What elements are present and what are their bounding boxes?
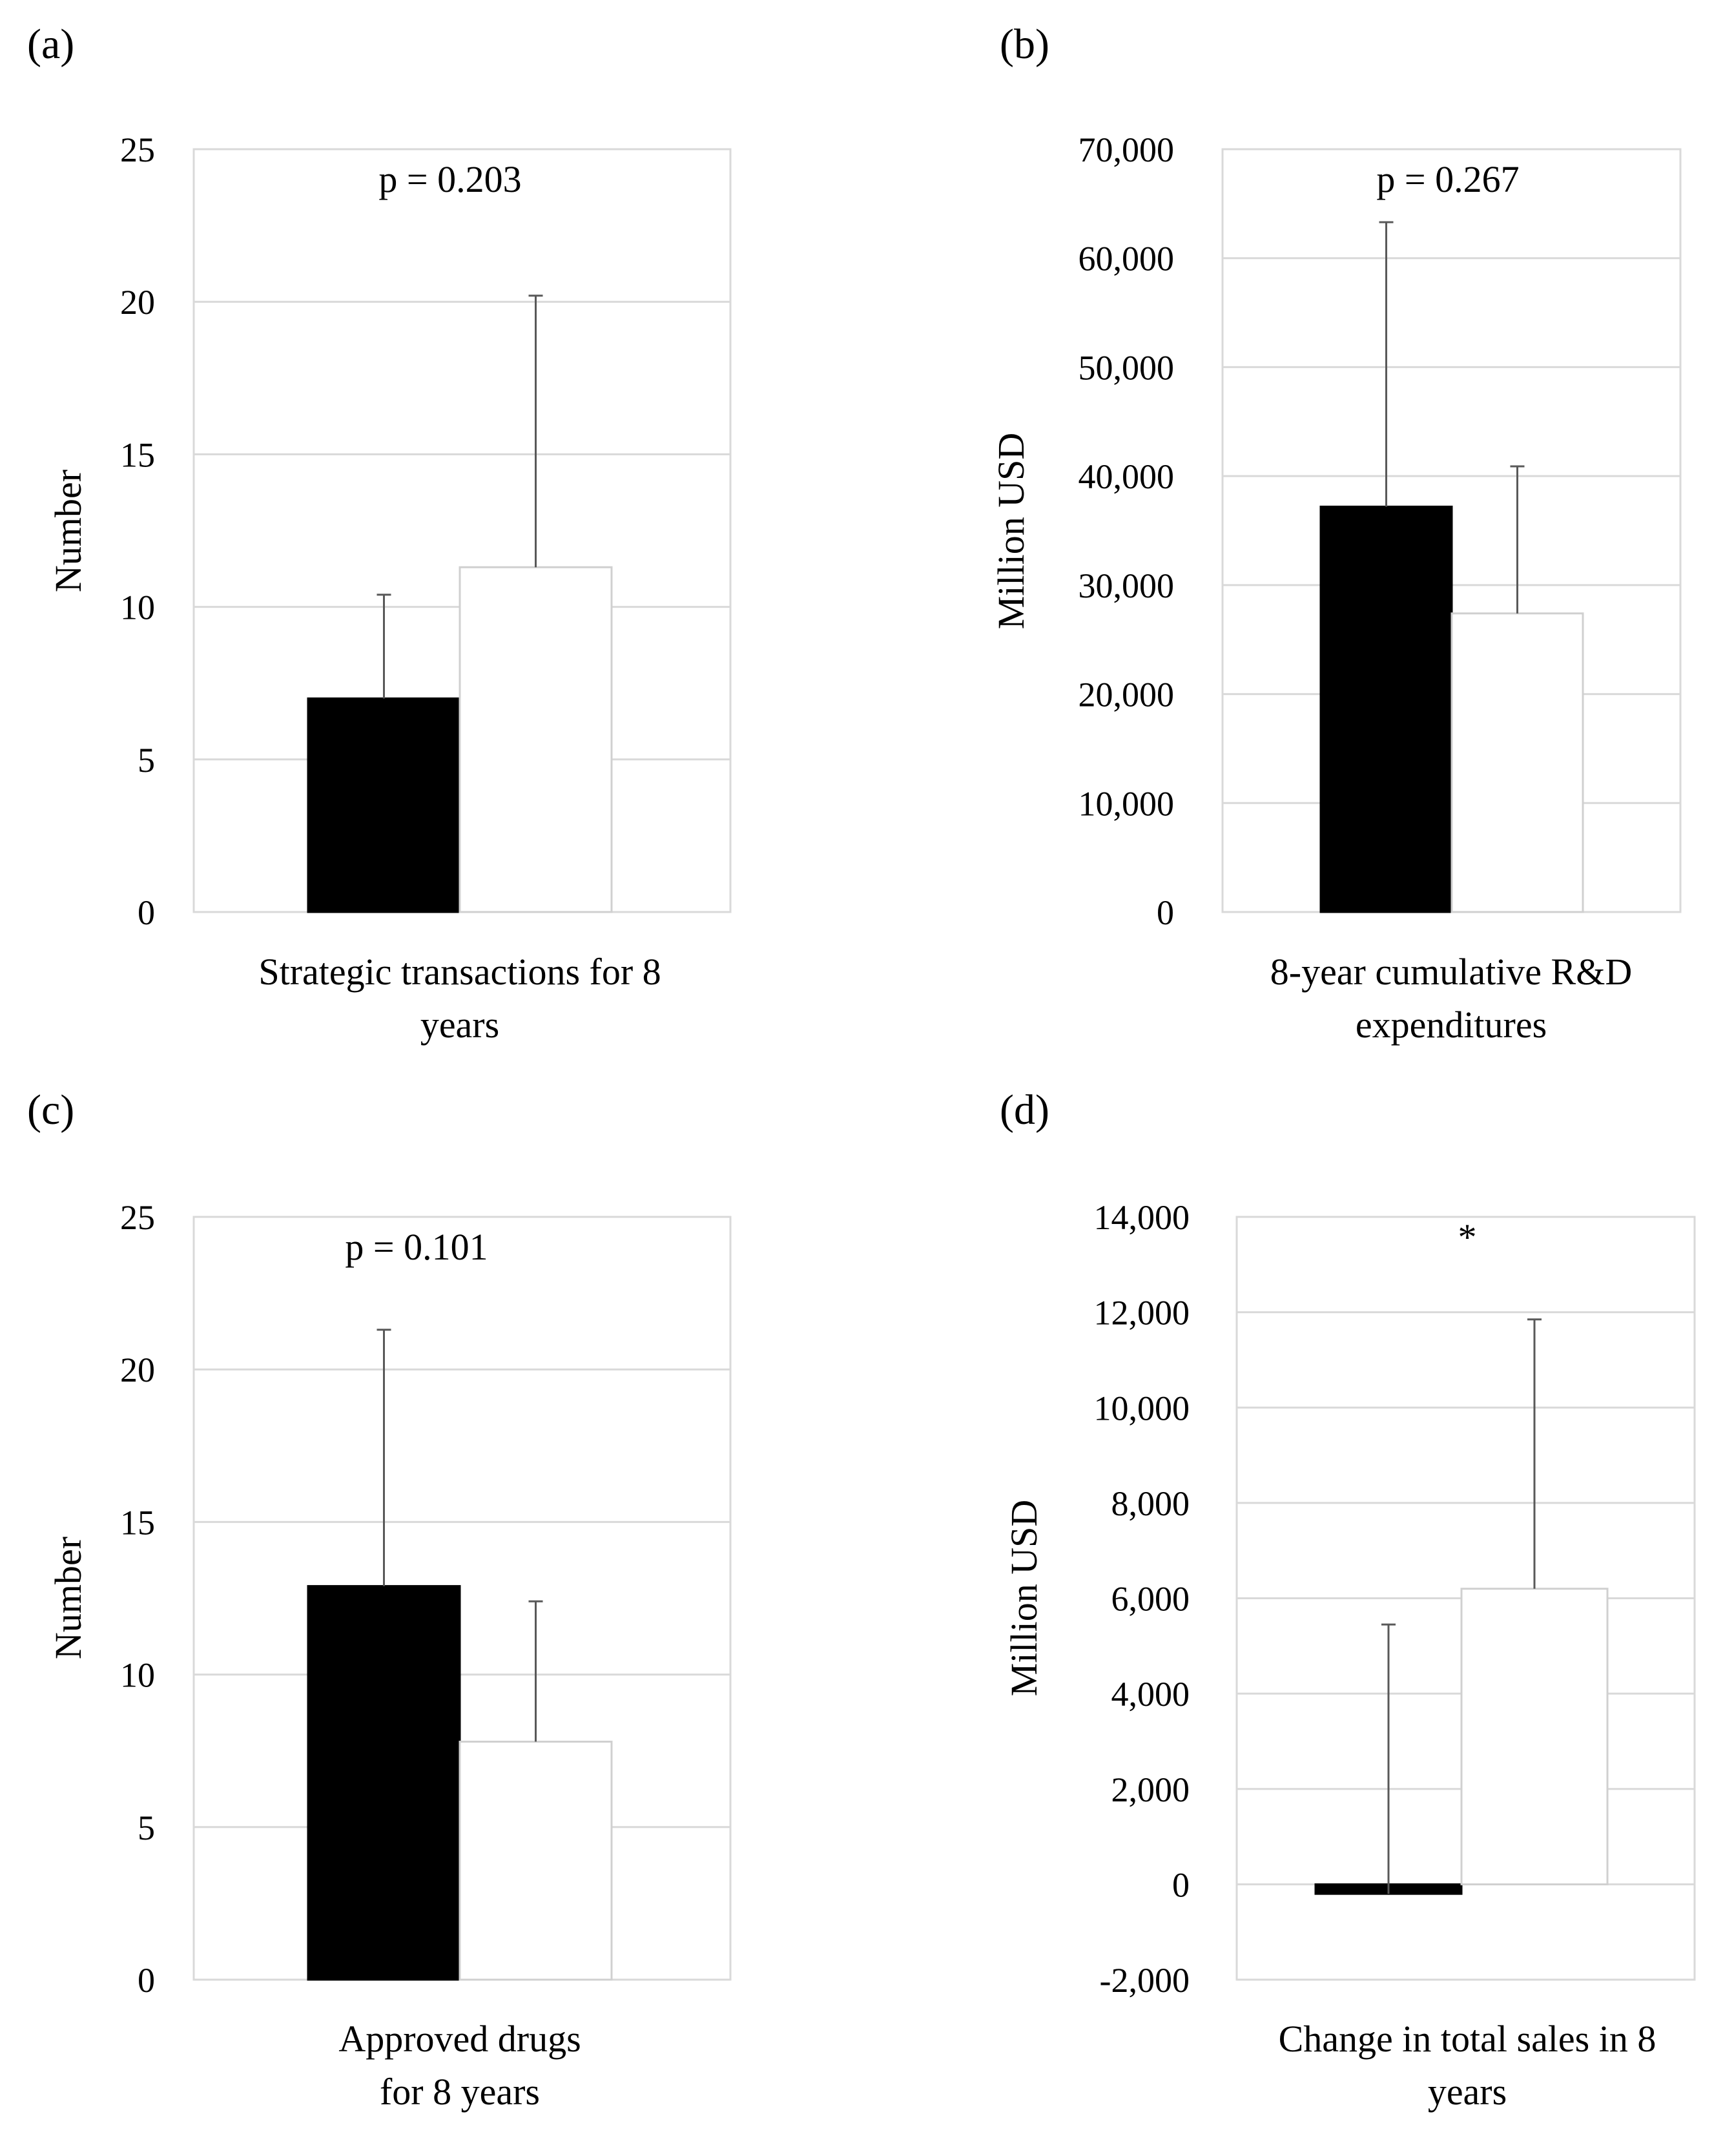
- y-axis-title: Number: [47, 470, 89, 592]
- y-tick-label: 8,000: [1111, 1484, 1190, 1523]
- y-tick-label: 12,000: [1094, 1294, 1190, 1332]
- y-tick-label: 20: [120, 1351, 155, 1389]
- x-category-label: 8-year cumulative R&D: [1270, 951, 1633, 993]
- plot-frame: [1235, 1216, 1696, 1981]
- significance-annotation: p = 0.203: [378, 158, 521, 200]
- significance-annotation: p = 0.267: [1376, 158, 1519, 200]
- y-tick-label: 5: [138, 1809, 155, 1847]
- y-tick-label: 20,000: [1079, 676, 1175, 714]
- y-tick-label: 10,000: [1079, 784, 1175, 823]
- bar-white: [459, 566, 613, 913]
- y-axis-title: Million USD: [990, 433, 1032, 630]
- y-axis-title: Million USD: [1003, 1500, 1045, 1697]
- x-category-label: expenditures: [1356, 1004, 1547, 1046]
- bar-white: [459, 1741, 613, 1981]
- bar-white: [1460, 1588, 1609, 1885]
- panel-label: (c): [27, 1086, 74, 1134]
- y-tick-label: 10: [120, 1656, 155, 1695]
- y-tick-label: 2,000: [1111, 1770, 1190, 1809]
- y-tick-label: 25: [120, 130, 155, 169]
- y-tick-label: 0: [138, 1961, 155, 2000]
- y-tick-label: 0: [1172, 1865, 1190, 1904]
- y-tick-label: 15: [120, 1503, 155, 1542]
- y-tick-label: 14,000: [1094, 1198, 1190, 1237]
- x-category-label: years: [420, 1004, 499, 1046]
- y-tick-label: 0: [1157, 893, 1174, 932]
- y-tick-label: 20: [120, 283, 155, 322]
- y-tick-label: 5: [138, 741, 155, 780]
- chart-panel-d: (d) -2,000 0 2,000 4,000 6,000 8,000 10,000 12,0…: [1000, 1086, 1696, 2113]
- x-category-label: Strategic transactions for 8: [258, 951, 661, 993]
- y-tick-label: 10: [120, 588, 155, 627]
- bar-black: [1319, 505, 1453, 913]
- panel-label: (b): [1000, 21, 1049, 68]
- chart-panel-b: (b) 0 10,000 20,000 30,000 40,000 50,000 60,000…: [990, 21, 1682, 1046]
- y-axis-title: Number: [47, 1537, 89, 1659]
- y-tick-label: 6,000: [1111, 1580, 1190, 1619]
- bar-black: [307, 1585, 461, 1981]
- x-category-label: for 8 years: [380, 2071, 540, 2113]
- y-tick-label: 10,000: [1094, 1389, 1190, 1427]
- significance-annotation: p = 0.101: [345, 1226, 488, 1268]
- y-tick-label: 40,000: [1079, 457, 1175, 496]
- y-tick-label: 15: [120, 435, 155, 474]
- x-category-label: years: [1428, 2071, 1507, 2113]
- panel-label: (a): [27, 21, 74, 68]
- panel-label: (d): [1000, 1086, 1049, 1134]
- y-tick-label: -2,000: [1100, 1961, 1190, 2000]
- significance-annotation: *: [1458, 1216, 1477, 1258]
- y-tick-label: 70,000: [1079, 130, 1175, 169]
- y-tick-label: 25: [120, 1198, 155, 1237]
- y-tick-label: 30,000: [1079, 566, 1175, 605]
- x-category-label: Approved drugs: [338, 2018, 581, 2060]
- y-tick-label: 50,000: [1079, 348, 1175, 387]
- bar-black: [307, 697, 461, 913]
- x-category-label: Change in total sales in 8: [1279, 2018, 1657, 2060]
- y-tick-label: 0: [138, 893, 155, 932]
- chart-panel-a: (a) 0 5 10 15 20 25 Number p = 0.203 Strategic tr…: [27, 21, 732, 1046]
- bar-white: [1450, 612, 1584, 913]
- y-tick-label: 60,000: [1079, 240, 1175, 278]
- chart-panel-c: (c) 0 5 10 15 20 25 Number p = 0.101 Approved dru…: [27, 1086, 732, 2113]
- y-tick-label: 4,000: [1111, 1675, 1190, 1714]
